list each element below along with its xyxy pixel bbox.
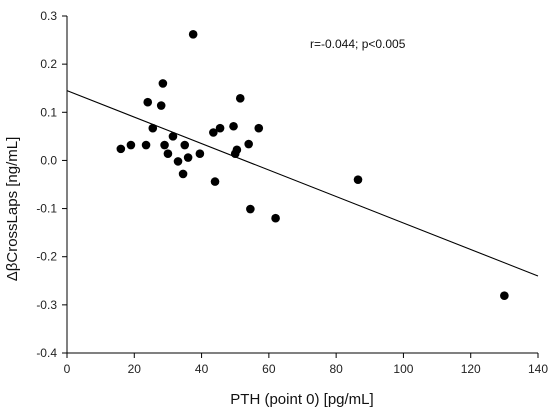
correlation-annotation: r=-0.044; p<0.005 <box>310 37 406 51</box>
x-axis-label: PTH (point 0) [pg/mL] <box>230 391 373 408</box>
data-point <box>116 144 126 154</box>
data-point <box>246 204 255 214</box>
data-points <box>116 29 509 301</box>
x-tick-label: 140 <box>528 362 548 376</box>
data-point <box>271 213 280 223</box>
data-point <box>188 29 198 39</box>
data-point <box>500 291 509 301</box>
data-point <box>158 79 168 88</box>
data-point <box>143 97 153 107</box>
data-point <box>210 177 220 186</box>
data-point <box>156 101 166 110</box>
regression-line <box>66 90 539 277</box>
y-tick-label: 0.0 <box>40 153 57 167</box>
axes <box>66 16 538 354</box>
data-point <box>209 128 218 137</box>
data-point <box>168 132 178 141</box>
data-point <box>215 123 225 133</box>
data-point <box>180 140 190 150</box>
data-point <box>232 145 242 155</box>
data-point <box>173 157 183 166</box>
x-tick-label: 100 <box>393 362 413 376</box>
x-tick-label: 40 <box>195 362 209 376</box>
data-point <box>141 140 151 150</box>
data-point <box>244 139 253 149</box>
data-point <box>163 149 173 158</box>
x-tick-label: 0 <box>64 362 71 376</box>
data-point <box>195 149 205 158</box>
y-tick-label: 0.2 <box>40 57 57 71</box>
y-tick-label: 0.1 <box>40 105 57 119</box>
y-tick-label: -0.2 <box>36 250 57 264</box>
y-axis-label: ΔβCrossLaps [ng/mL] <box>4 137 21 282</box>
data-point <box>178 169 188 179</box>
data-point <box>126 140 136 150</box>
y-tick-label: -0.4 <box>36 346 57 360</box>
data-point <box>235 94 245 103</box>
y-axis-ticks: -0.4 -0.3 -0.2 -0.1 0.0 0.1 0.2 0.3 <box>36 9 67 360</box>
y-tick-label: -0.3 <box>36 298 57 312</box>
data-point <box>160 140 169 150</box>
data-point <box>148 123 158 133</box>
y-tick-label: -0.1 <box>36 202 57 216</box>
x-tick-label: 60 <box>262 362 276 376</box>
x-tick-label: 80 <box>329 362 343 376</box>
data-point <box>254 123 264 133</box>
data-point <box>353 175 363 184</box>
y-tick-label: 0.3 <box>40 9 57 23</box>
data-point <box>229 121 238 131</box>
x-tick-label: 20 <box>128 362 142 376</box>
data-point <box>183 153 193 162</box>
x-tick-label: 120 <box>461 362 481 376</box>
x-axis-ticks: 0 20 40 60 80 100 120 140 <box>64 353 548 376</box>
